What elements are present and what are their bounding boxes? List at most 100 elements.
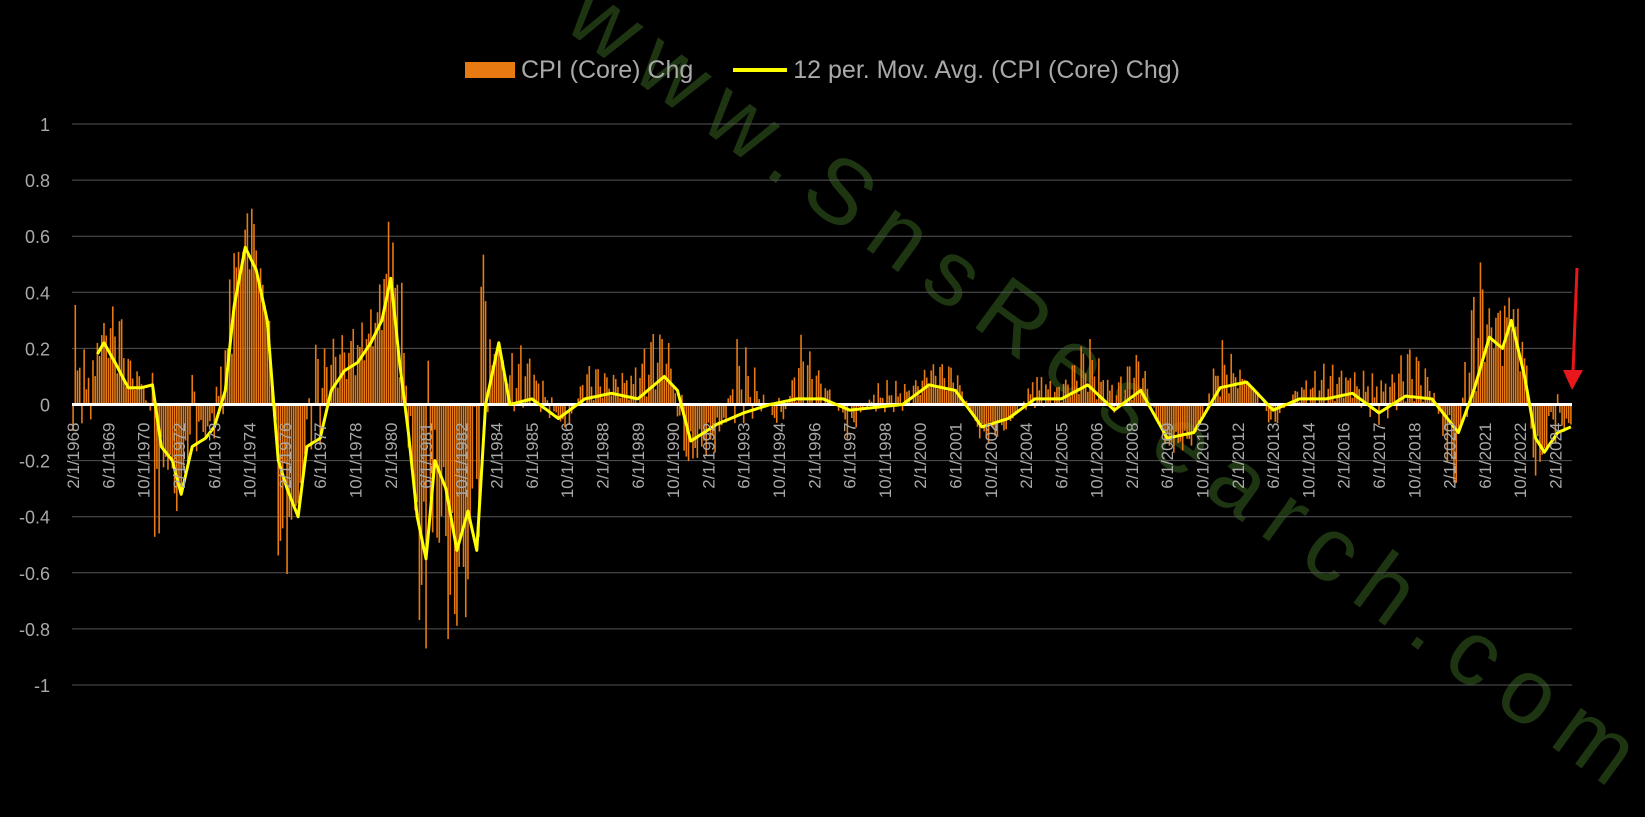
- cpi-bar: [441, 405, 443, 517]
- cpi-bar: [922, 381, 924, 405]
- cpi-bar: [90, 405, 92, 420]
- cpi-bar: [1497, 313, 1499, 405]
- x-tick-label: 2/1/2000: [911, 423, 930, 489]
- cpi-bar: [1087, 392, 1089, 405]
- cpi-bar: [1482, 289, 1484, 404]
- x-tick-label: 6/1/1989: [629, 423, 648, 489]
- x-tick-label: 10/1/2022: [1511, 423, 1530, 499]
- cpi-bar: [1109, 391, 1111, 405]
- cpi-bar: [383, 279, 385, 405]
- y-tick-label: 1: [40, 115, 50, 135]
- cpi-bar: [1464, 362, 1466, 405]
- cpi-bar: [1184, 405, 1186, 431]
- cpi-bar: [116, 373, 118, 404]
- cpi-bar: [297, 405, 299, 504]
- cpi-bar: [809, 351, 811, 404]
- cpi-bar: [675, 393, 677, 404]
- x-tick-label: 10/1/2014: [1299, 423, 1318, 499]
- cpi-bar: [88, 378, 90, 405]
- cpi-bar: [1312, 388, 1314, 405]
- cpi-bar: [498, 347, 500, 404]
- cpi-bar: [125, 387, 127, 405]
- x-tick-label: 6/1/1969: [99, 423, 118, 489]
- cpi-bar: [251, 209, 253, 405]
- cpi-bar: [950, 368, 952, 405]
- cpi-bar: [300, 405, 302, 484]
- cpi-bar: [937, 388, 939, 404]
- cpi-bar: [1080, 346, 1082, 404]
- cpi-bar: [346, 379, 348, 405]
- x-tick-label: 6/1/2009: [1158, 423, 1177, 489]
- x-tick-label: 10/1/2018: [1405, 423, 1424, 499]
- cpi-bar: [800, 335, 802, 405]
- y-tick-label: -0.2: [19, 452, 50, 472]
- cpi-bar: [357, 345, 359, 404]
- cpi-bar: [216, 387, 218, 405]
- cpi-bar: [1003, 405, 1005, 431]
- cpi-bar: [734, 405, 736, 424]
- x-tick-label: 10/1/2010: [1194, 423, 1213, 499]
- cpi-bar: [1471, 310, 1473, 404]
- cpi-bar: [630, 376, 632, 405]
- cpi-bar: [518, 364, 520, 405]
- cpi-bar: [1376, 386, 1378, 404]
- cpi-bar: [1402, 381, 1404, 404]
- cpi-bar: [1303, 389, 1305, 404]
- cpi-bar: [341, 335, 343, 404]
- cpi-bar: [304, 405, 306, 455]
- x-tick-label: 6/1/2001: [946, 422, 965, 488]
- cpi-bar: [747, 376, 749, 404]
- cpi-bar: [690, 405, 692, 432]
- cpi-bar: [672, 386, 674, 404]
- cpi-bar: [655, 389, 657, 404]
- cpi-bar: [900, 393, 902, 404]
- x-tick-label: 6/1/1973: [205, 423, 224, 489]
- cpi-bar: [77, 370, 79, 404]
- cpi-bar: [1552, 405, 1554, 420]
- cpi-bar: [981, 405, 983, 425]
- x-tick-label: 10/1/1978: [346, 423, 365, 499]
- cpi-bar: [392, 242, 394, 404]
- arrow-head-icon: [1563, 370, 1583, 390]
- y-tick-label: 0.8: [25, 171, 50, 191]
- x-tick-label: 6/1/1993: [735, 423, 754, 489]
- cpi-bar: [119, 321, 121, 404]
- cpi-bar: [1338, 377, 1340, 404]
- cpi-bar: [1502, 366, 1504, 405]
- cpi-bar: [167, 405, 169, 470]
- cpi-bar: [1215, 376, 1217, 405]
- cpi-bar: [1140, 393, 1142, 404]
- arrow-shaft: [1573, 268, 1577, 372]
- cpi-bar: [694, 405, 696, 449]
- cpi-bar: [322, 388, 324, 405]
- cpi-bar: [1237, 388, 1239, 404]
- cpi-bar: [886, 380, 888, 404]
- cpi-bar: [952, 382, 954, 404]
- x-tick-label: 10/1/1982: [452, 423, 471, 499]
- cpi-bar: [1378, 405, 1380, 425]
- cpi-bar: [163, 405, 165, 468]
- cpi-bar: [249, 269, 251, 404]
- cpi-bar: [1089, 339, 1091, 404]
- cpi-bar: [472, 405, 474, 489]
- y-tick-label: 0: [40, 396, 50, 416]
- x-tick-label: 2/1/2008: [1123, 423, 1142, 489]
- cpi-bar: [608, 389, 610, 405]
- cpi-bar: [1310, 389, 1312, 404]
- cpi-bar: [264, 305, 266, 404]
- cpi-bar: [1136, 355, 1138, 404]
- cpi-bar: [613, 375, 615, 405]
- cpi-bar: [652, 334, 654, 404]
- cpi-bar: [877, 383, 879, 404]
- cpi-bar: [990, 405, 992, 422]
- cpi-bar: [783, 405, 785, 420]
- cpi-bar: [820, 384, 822, 405]
- cpi-bar: [650, 342, 652, 404]
- cpi-bar: [1235, 377, 1237, 404]
- cpi-bar: [1063, 384, 1065, 405]
- cpi-bar: [94, 376, 96, 404]
- cpi-bar: [1065, 380, 1067, 405]
- cpi-bar: [1008, 405, 1010, 418]
- cpi-bar: [194, 392, 196, 405]
- cpi-bar: [1336, 384, 1338, 405]
